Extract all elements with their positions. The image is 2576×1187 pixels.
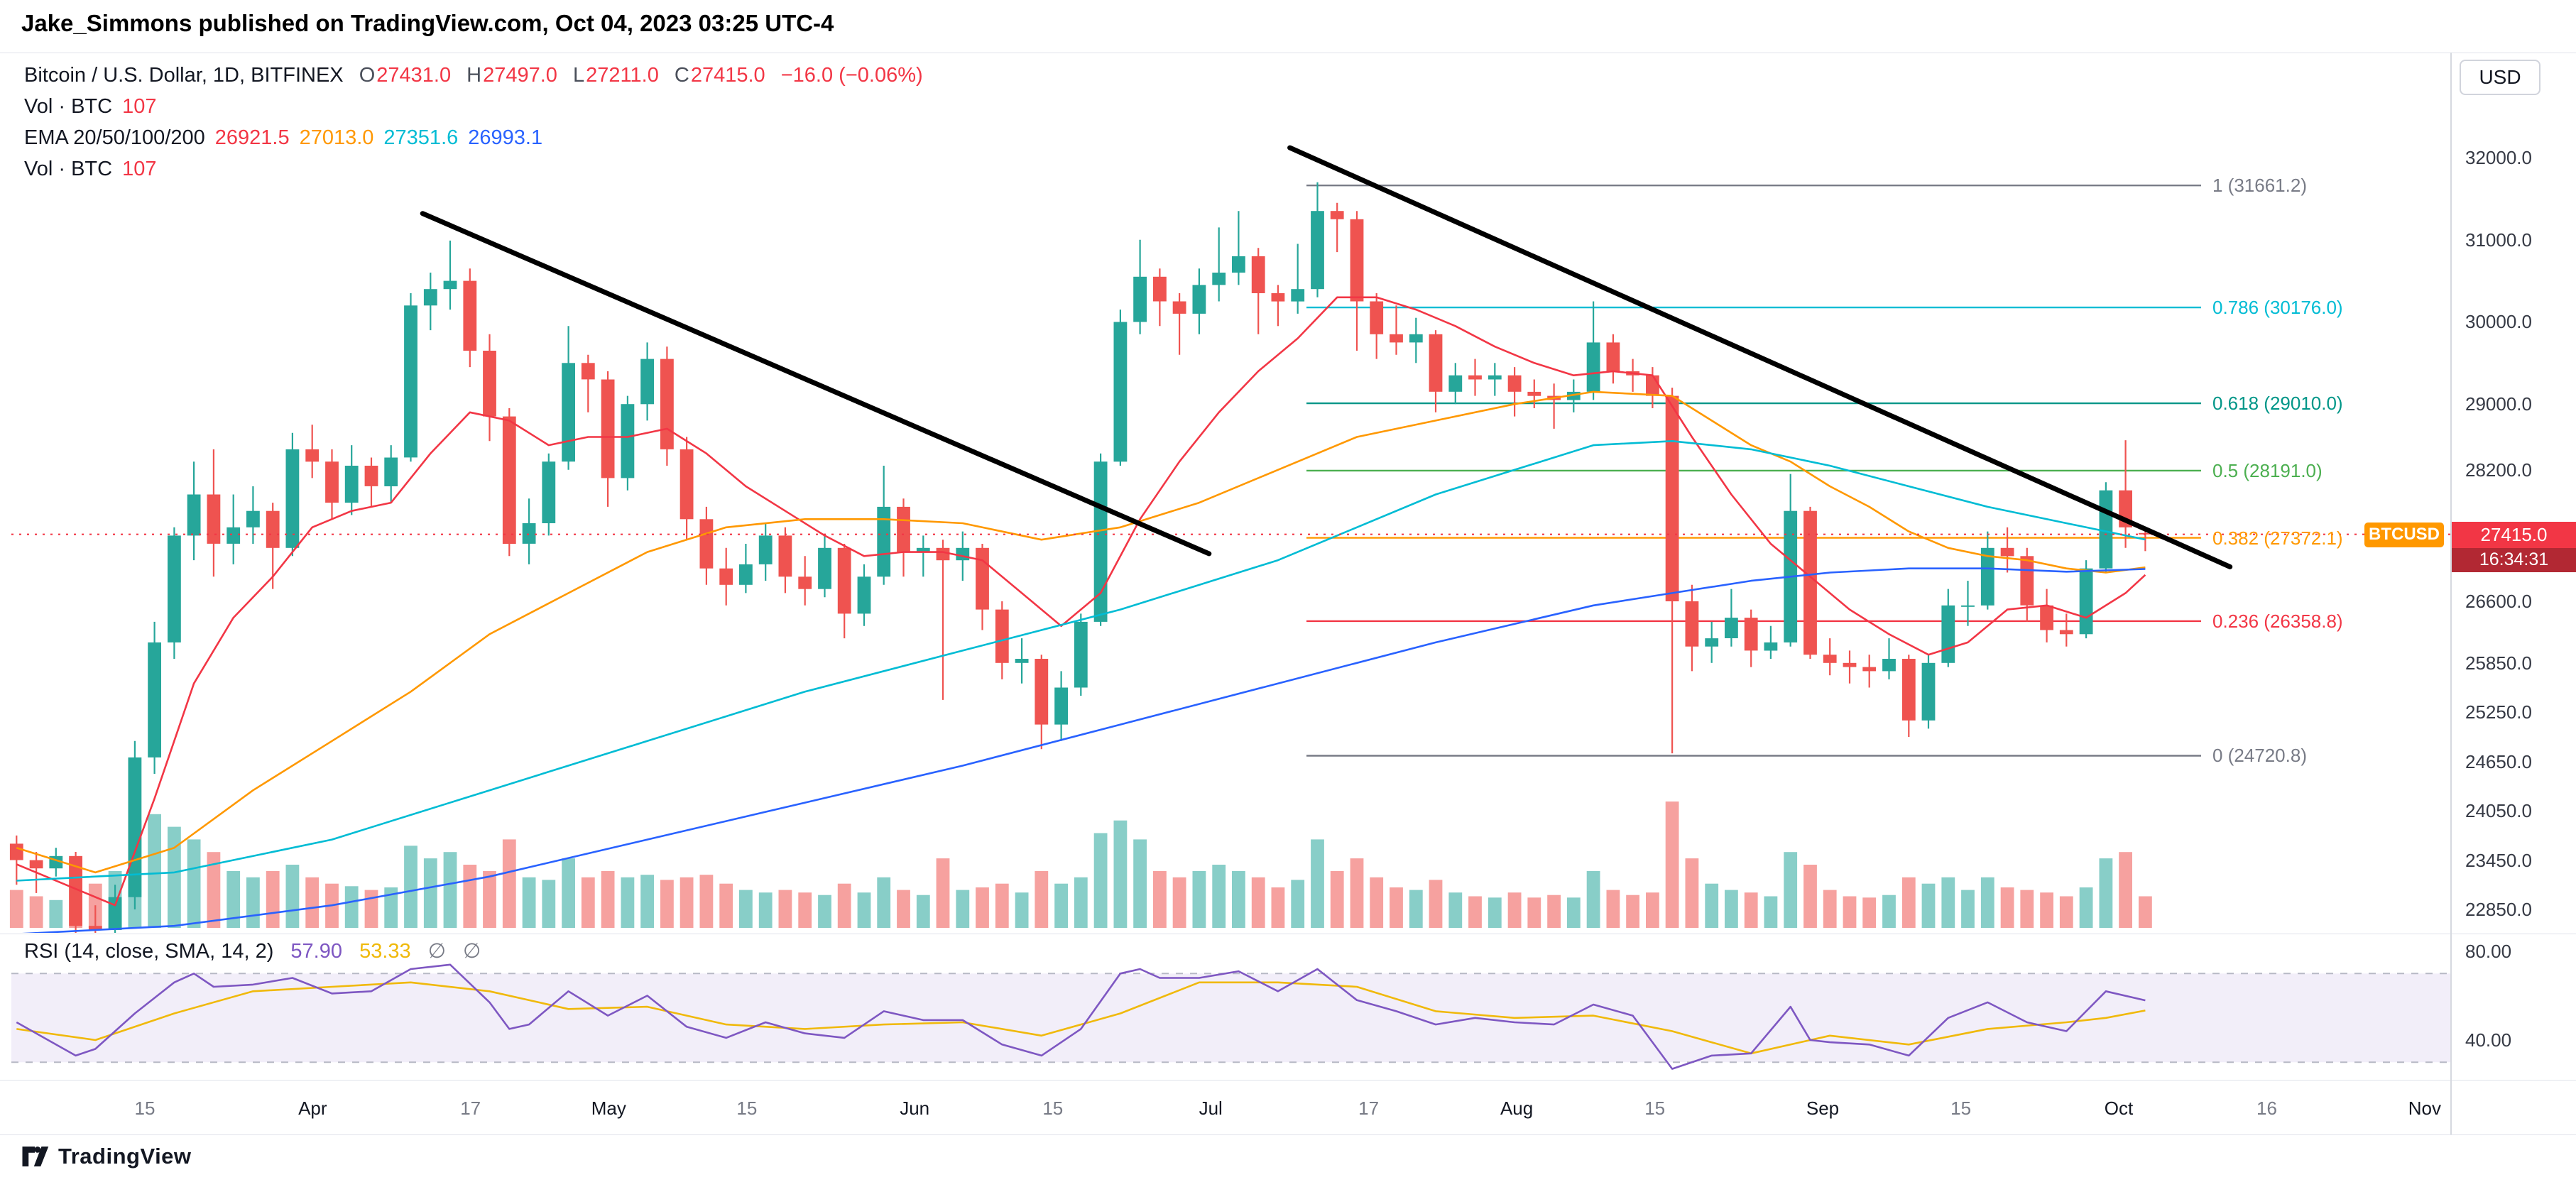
price-axis-label: 26600.0 — [2465, 590, 2532, 612]
usd-button[interactable]: USD — [2460, 60, 2540, 95]
rsi-legend[interactable]: RSI (14, close, SMA, 14, 2) 57.90 53.33 … — [24, 939, 492, 963]
volume-value-2: 107 — [122, 158, 157, 180]
fib-level-label: 0.786 (30176.0) — [2212, 297, 2343, 319]
time-axis-label: Jun — [900, 1098, 930, 1119]
time-axis-label: Sep — [1806, 1098, 1840, 1119]
rsi-empty-1: ∅ — [427, 940, 446, 963]
time-axis-label: 15 — [736, 1098, 758, 1119]
rsi-axis-label: 40.00 — [2465, 1029, 2512, 1051]
high-label: H — [466, 64, 482, 87]
rsi-title: RSI (14, close, SMA, 14, 2) — [24, 940, 274, 963]
time-axis-label: 17 — [460, 1098, 481, 1119]
low-label: L — [573, 64, 585, 87]
ema-values: 26921.5 27013.0 27351.6 26993.1 — [215, 126, 552, 149]
fib-level-label: 0.382 (27372.1) — [2212, 527, 2343, 549]
time-axis-label: 16 — [2256, 1098, 2277, 1119]
ema-value: 27351.6 — [383, 126, 459, 149]
time-axis-label: 15 — [1644, 1098, 1666, 1119]
volume-value: 107 — [122, 95, 157, 118]
time-axis-label: Jul — [1199, 1098, 1223, 1119]
price-axis-label: 24650.0 — [2465, 750, 2532, 772]
current-price-badge: 27415.0 — [2452, 521, 2576, 548]
low-value: 27211.0 — [586, 64, 659, 87]
time-axis-label: 17 — [1358, 1098, 1380, 1119]
ema-value: 27013.0 — [299, 126, 374, 149]
price-axis-label: 22850.0 — [2465, 899, 2532, 921]
fib-level-label: 0.618 (29010.0) — [2212, 393, 2343, 415]
price-axis-label: 29000.0 — [2465, 393, 2532, 415]
symbol-legend[interactable]: Bitcoin / U.S. Dollar, 1D, BITFINEX O274… — [24, 60, 933, 91]
published-byline: Jake_Simmons published on TradingView.co… — [21, 10, 834, 36]
footer: TradingView — [20, 1142, 192, 1171]
symbol-price-flag: BTCUSD — [2364, 522, 2444, 547]
high-value: 27497.0 — [483, 64, 557, 87]
price-axis-label: 28200.0 — [2465, 459, 2532, 481]
time-axis-label: Oct — [2104, 1098, 2134, 1119]
open-label: O — [359, 64, 376, 87]
tradingview-logo-icon[interactable] — [20, 1142, 50, 1171]
volume-legend-2[interactable]: Vol · BTC 107 — [24, 153, 933, 185]
fib-level-label: 0.236 (26358.8) — [2212, 610, 2343, 632]
time-axis-label: 15 — [1950, 1098, 1972, 1119]
ema-label: EMA 20/50/100/200 — [24, 126, 205, 149]
rsi-axis-label: 80.00 — [2465, 941, 2512, 962]
symbol-title: Bitcoin / U.S. Dollar, 1D, BITFINEX — [24, 64, 344, 87]
price-axis-label: 25250.0 — [2465, 701, 2532, 723]
time-axis-label: Aug — [1500, 1098, 1534, 1119]
price-axis-label: 31000.0 — [2465, 229, 2532, 251]
rsi-empty-2: ∅ — [463, 940, 481, 963]
fib-level-label: 0 (24720.8) — [2212, 745, 2307, 767]
ema-value: 26921.5 — [214, 126, 290, 149]
price-axis-label: 25850.0 — [2465, 652, 2532, 674]
volume-label-2: Vol · BTC — [24, 158, 113, 180]
close-value: 27415.0 — [690, 64, 765, 87]
main-legend: Bitcoin / U.S. Dollar, 1D, BITFINEX O274… — [24, 60, 933, 185]
price-axis-label: 30000.0 — [2465, 311, 2532, 333]
volume-label: Vol · BTC — [24, 95, 113, 118]
rsi-sma-value: 53.33 — [359, 940, 411, 963]
ema-legend[interactable]: EMA 20/50/100/200 26921.5 27013.0 27351.6 26… — [24, 122, 933, 153]
time-axis-label: Apr — [298, 1098, 327, 1119]
time-axis-label: 15 — [1042, 1098, 1064, 1119]
price-axis-label: 24050.0 — [2465, 800, 2532, 822]
open-value: 27431.0 — [376, 64, 452, 87]
time-axis-label: Nov — [2408, 1098, 2442, 1119]
time-axis-label: May — [591, 1098, 626, 1119]
tradingview-wordmark[interactable]: TradingView — [58, 1144, 192, 1169]
price-axis-separator — [2450, 53, 2452, 1134]
close-label: C — [674, 64, 689, 87]
price-axis-label: 23450.0 — [2465, 849, 2532, 871]
time-axis-separator — [0, 1080, 2576, 1081]
ema-value: 26993.1 — [468, 126, 543, 149]
time-axis-label: 15 — [134, 1098, 155, 1119]
change-value: −16.0 (−0.06%) — [780, 64, 923, 87]
volume-legend[interactable]: Vol · BTC 107 — [24, 91, 933, 122]
footer-separator — [0, 1134, 2576, 1135]
countdown-badge: 16:34:31 — [2452, 547, 2576, 572]
rsi-value: 57.90 — [290, 940, 342, 963]
fib-level-label: 1 (31661.2) — [2212, 175, 2307, 197]
price-axis-label: 32000.0 — [2465, 147, 2532, 168]
fib-level-label: 0.5 (28191.0) — [2212, 459, 2323, 481]
